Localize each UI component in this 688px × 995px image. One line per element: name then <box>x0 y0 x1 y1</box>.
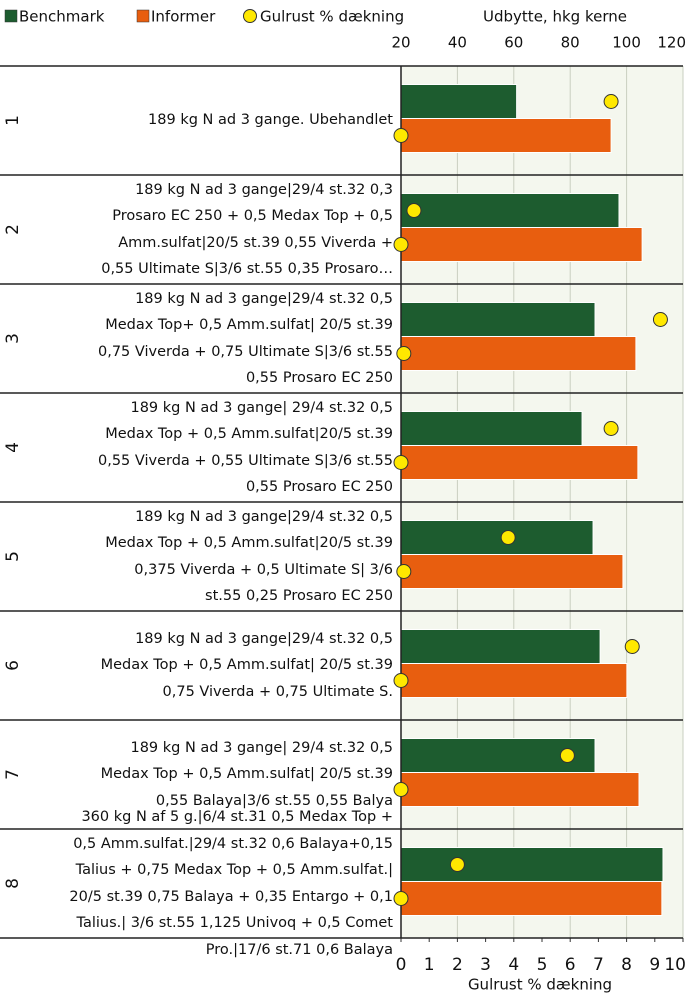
category-description: 189 kg N ad 3 gange| 29/4 st.32 0,5 Meda… <box>98 399 393 496</box>
x2-tick-label: 2 <box>452 955 463 975</box>
category-label: 6 <box>3 660 23 671</box>
x2-tick-label: 9 <box>649 955 660 975</box>
bar <box>400 336 637 371</box>
bar <box>400 302 596 337</box>
category-description: 189 kg N ad 3 gange|29/4 st.32 0,5 Medax… <box>100 630 393 700</box>
x2-tick-label: 4 <box>508 955 519 975</box>
gulrust-point <box>500 530 516 545</box>
bar <box>400 520 594 555</box>
x2-tick-label: 7 <box>593 955 604 975</box>
gulrust-point <box>396 346 412 361</box>
gulrust-point <box>393 782 409 797</box>
gulrust-point <box>603 421 619 436</box>
bar <box>400 84 518 119</box>
gulrust-point <box>396 564 412 579</box>
x-axis-title: Udbytte, hkg kerne <box>483 8 627 26</box>
x-tick-label: 100 <box>612 34 641 52</box>
x-tick-label: 120 <box>657 34 686 52</box>
gulrust-point <box>603 94 619 109</box>
x2-tick-label: 5 <box>537 955 548 975</box>
category-label: 8 <box>3 878 23 889</box>
bar <box>400 118 612 153</box>
bar <box>400 554 624 589</box>
category-description: 360 kg N af 5 g.|6/4 st.31 0,5 Medax Top… <box>69 809 393 958</box>
gulrust-point <box>406 203 422 218</box>
x2-tick-label: 10 <box>664 955 686 975</box>
x2-tick-label: 6 <box>565 955 576 975</box>
gulrust-point <box>449 857 465 872</box>
x-tick-label: 60 <box>504 34 523 52</box>
gulrust-point <box>624 639 640 654</box>
legend-swatch <box>136 9 150 23</box>
legend-label: Informer <box>151 8 216 26</box>
legend-label: Benchmark <box>19 8 105 26</box>
bar <box>400 411 583 446</box>
x2-tick-label: 0 <box>396 955 407 975</box>
gulrust-point <box>393 673 409 688</box>
x2-axis-title: Gulrust % dækning <box>468 976 612 994</box>
category-description: 189 kg N ad 3 gange. Ubehandlet <box>148 112 393 129</box>
gulrust-point <box>559 748 575 763</box>
bar <box>400 847 664 882</box>
legend-swatch <box>4 9 18 23</box>
gulrust-point <box>393 237 409 252</box>
category-label: 4 <box>3 442 23 453</box>
bar <box>400 772 640 807</box>
x-tick-label: 40 <box>448 34 467 52</box>
gulrust-point <box>652 312 668 327</box>
x2-tick-label: 3 <box>480 955 491 975</box>
bar <box>400 193 620 228</box>
legend-label: Gulrust % dækning <box>260 8 404 26</box>
bar <box>400 227 643 262</box>
category-description: 189 kg N ad 3 gange|29/4 st.32 0,5 Medax… <box>98 290 393 387</box>
bar <box>400 629 601 664</box>
x-tick-label: 20 <box>391 34 410 52</box>
bar <box>400 881 663 916</box>
category-label: 2 <box>3 224 23 235</box>
category-description: 189 kg N ad 3 gange|29/4 st.32 0,3 Prosa… <box>101 181 393 278</box>
category-description: 189 kg N ad 3 gange|29/4 st.32 0,5 Medax… <box>105 508 393 605</box>
category-label: 5 <box>3 551 23 562</box>
x2-tick-label: 1 <box>424 955 435 975</box>
category-label: 3 <box>3 333 23 344</box>
category-label: 1 <box>3 115 23 126</box>
gulrust-point <box>393 891 409 906</box>
legend-swatch <box>243 9 257 23</box>
bar <box>400 445 639 480</box>
gulrust-point <box>393 455 409 470</box>
gulrust-point <box>393 128 409 143</box>
category-description: 189 kg N ad 3 gange| 29/4 st.32 0,5 Meda… <box>100 739 393 809</box>
x2-tick-label: 8 <box>621 955 632 975</box>
x-tick-label: 80 <box>561 34 580 52</box>
category-label: 7 <box>3 769 23 780</box>
bar <box>400 663 628 698</box>
